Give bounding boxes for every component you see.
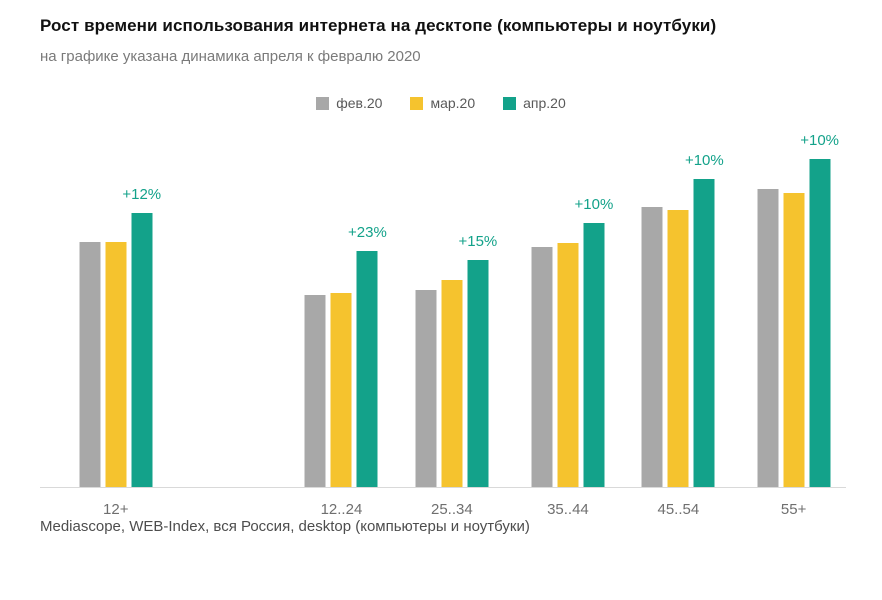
category-label-45..54: 45..54 — [657, 501, 700, 518]
bar-group-55+: +10% — [757, 132, 839, 487]
bar-апр.20-12..24 — [356, 251, 378, 487]
legend-swatch-icon — [316, 96, 330, 110]
growth-annotation-12..24: +23% — [348, 224, 387, 241]
bar-фев.20-35..44 — [531, 247, 553, 487]
bar-фев.20-45..54 — [641, 207, 663, 487]
legend-swatch-icon — [503, 96, 517, 110]
legend-swatch-icon — [410, 96, 424, 110]
legend-label: апр.20 — [523, 95, 566, 111]
category-label-25..34: 25..34 — [431, 501, 473, 518]
bar-мар.20-25..34 — [441, 280, 463, 487]
bar-group-35..44: +10% — [531, 196, 613, 487]
legend-label: фев.20 — [336, 95, 383, 111]
category-label-12+: 12+ — [103, 501, 129, 518]
growth-annotation-12+: +12% — [122, 186, 162, 203]
legend-label: мар.20 — [430, 95, 476, 111]
bar-group-45..54: +10% — [641, 152, 724, 487]
chart-subtitle: на графике указана динамика апреля к фев… — [40, 48, 421, 65]
bar-мар.20-12+ — [105, 242, 127, 487]
bar-мар.20-45..54 — [667, 210, 689, 487]
bar-мар.20-55+ — [783, 193, 805, 487]
legend-item-апр.20: апр.20 — [503, 95, 566, 111]
growth-annotation-45..54: +10% — [684, 152, 724, 169]
category-label-35..44: 35..44 — [547, 501, 589, 518]
legend-item-фев.20: фев.20 — [316, 95, 382, 111]
category-label-12..24: 12..24 — [320, 501, 363, 518]
bar-апр.20-25..34 — [467, 260, 489, 487]
bar-апр.20-35..44 — [583, 223, 605, 487]
page-title: Рост времени использования интернета на … — [40, 16, 717, 35]
legend: фев.20 мар.20 апр.20 — [0, 95, 882, 111]
bar-фев.20-12+ — [79, 242, 101, 487]
legend-item-мар.20: мар.20 — [410, 95, 475, 111]
bar-мар.20-35..44 — [557, 243, 579, 487]
bar-group-12+: +12% — [79, 186, 161, 487]
bar-апр.20-12+ — [131, 213, 153, 487]
source-note: Mediascope, WEB-Index, вся Россия, deskt… — [40, 518, 530, 535]
bar-фев.20-55+ — [757, 189, 779, 487]
growth-annotation-35..44: +10% — [574, 196, 614, 213]
bar-мар.20-12..24 — [330, 293, 352, 487]
bar-апр.20-55+ — [809, 159, 831, 487]
category-label-55+: 55+ — [780, 501, 807, 518]
growth-annotation-55+: +10% — [800, 132, 840, 149]
bar-фев.20-25..34 — [415, 290, 437, 487]
plot-area: +12% 12+ +23% 12..24 +15% 25..34 +10% 35..44 +10… — [40, 132, 846, 518]
growth-annotation-25..34: +15% — [458, 233, 498, 250]
bar-апр.20-45..54 — [693, 179, 715, 487]
bar-group-25..34: +15% — [415, 233, 497, 487]
bar-фев.20-12..24 — [304, 295, 326, 487]
bar-group-12..24: +23% — [304, 224, 387, 487]
